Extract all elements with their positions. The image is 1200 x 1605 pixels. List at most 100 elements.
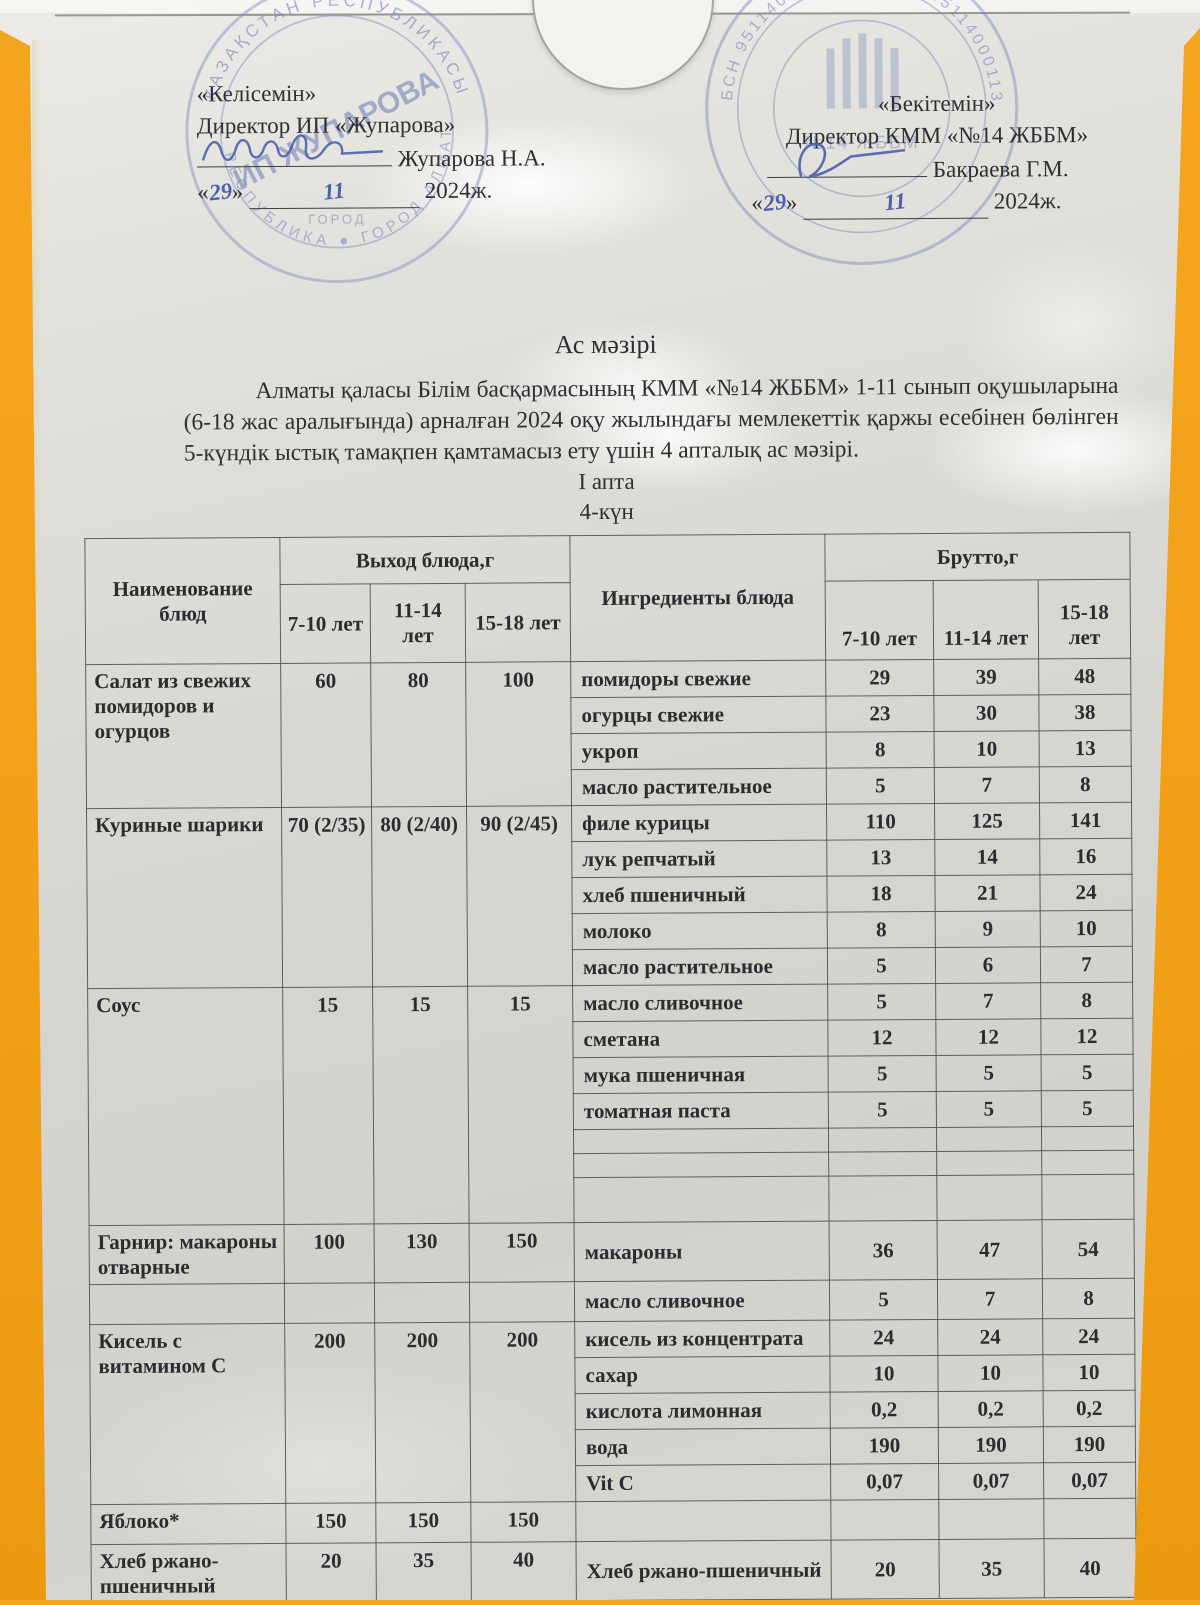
output-cell: 20 [286,1542,377,1600]
output-cell: 15 [282,986,375,1225]
brutto-cell: 24 [1039,874,1133,911]
dish-name-cell: Гарнир: макароны отварные [89,1224,285,1285]
brutto-cell [938,1498,1044,1540]
brutto-cell [936,1174,1043,1221]
brutto-cell: 13 [826,839,935,877]
dish-name-cell [89,1283,285,1325]
handwritten-day: 29 [761,188,788,217]
brutto-cell: 5 [936,1054,1042,1092]
dish-name-cell: Хлеб ржано-пшеничный [91,1543,287,1600]
ingredient-cell: масло растительное [571,768,827,806]
header-age-col: 11-14 лет [933,579,1039,660]
output-cell: 130 [374,1223,470,1283]
ingredient-cell: томатная паста [573,1092,829,1130]
brutto-cell: 47 [937,1219,1043,1280]
brutto-cell: 5 [827,947,936,985]
output-cell [284,1282,375,1324]
brutto-cell: 39 [933,658,1039,696]
brutto-cell: 8 [826,731,935,769]
brutto-cell: 12 [827,1019,937,1057]
brutto-cell [828,1175,938,1222]
brutto-cell: 0,2 [1043,1390,1136,1427]
ingredient-cell: вода [575,1428,831,1466]
brutto-cell: 6 [935,946,1041,984]
round-stamp-left-icon: ҚАЗАҚСТАН РЕСПУБЛИКАСЫ РЕСПУБЛИКА ● ГОРО… [176,0,489,284]
output-cell: 80 [370,662,467,807]
output-cell: 60 [280,662,372,808]
output-cell: 150 [375,1502,472,1543]
brutto-cell: 24 [1042,1318,1135,1355]
ingredient-cell: хлеб пшеничный [571,876,828,914]
approval-left-year: 2024ж. [424,177,493,204]
menu-table-body: Салат из свежих помидоров и огурцов 60 80 1… [85,658,1137,1600]
brutto-cell: 12 [1040,1018,1134,1055]
day-label: 4-күн [579,498,634,525]
brutto-cell [1043,1498,1136,1539]
brutto-cell: 110 [826,803,935,841]
approval-right-year: 2024ж. [993,188,1062,214]
table-row: масло сливочное 5 7 8 [89,1278,1135,1325]
output-cell: 80 (2/40) [371,806,468,987]
output-cell: 35 [376,1542,472,1600]
brutto-cell: 13 [1039,730,1132,767]
brutto-cell: 0,2 [830,1391,939,1429]
brutto-cell: 38 [1038,694,1132,731]
document-title: Ас мәзірі [554,329,657,360]
header-dish-name: Наименование блюд [84,537,281,665]
brutto-cell: 5 [829,1279,938,1321]
ingredient-cell: помидоры свежие [570,660,826,698]
output-cell: 150 [285,1502,377,1544]
handwritten-month: 11 [321,177,347,205]
dish-name-cell: Кисель с витамином С [89,1323,286,1505]
output-cell: 15 [467,985,575,1224]
svg-text:ГОРОД: ГОРОД [308,211,367,226]
output-cell: 70 (2/35) [281,806,373,988]
approval-header-area: ҚАЗАҚСТАН РЕСПУБЛИКАСЫ РЕСПУБЛИКА ● ГОРО… [81,0,1128,333]
header-age-col: 7-10 лет [280,583,371,664]
brutto-cell: 10 [829,1355,939,1393]
brutto-cell: 0,07 [1043,1462,1136,1499]
output-cell: 90 (2/45) [466,805,573,987]
brutto-cell: 5 [826,767,935,805]
brutto-cell: 141 [1039,802,1132,839]
menu-table: Наименование блюд Выход блюда,г Ингредие… [84,532,1137,1600]
menu-table-header: Наименование блюд Выход блюда,г Ингредие… [84,532,1131,665]
brutto-cell: 7 [937,1278,1043,1320]
dish-name-cell: Соус [87,987,285,1226]
header-age-col: 15-18 лет [465,582,571,663]
brutto-cell: 190 [1043,1426,1136,1463]
brutto-cell: 10 [1042,1354,1136,1391]
brutto-cell: 5 [936,1090,1042,1128]
approval-left-name: Жупарова Н.А. [397,145,546,172]
brutto-cell: 24 [829,1319,938,1357]
header-age-col: 7-10 лет [825,580,934,661]
approval-block-left: «Келісемін» Директор ИП «Жупарова» Жупар… [197,76,628,210]
output-cell: 200 [469,1321,576,1503]
approval-left-date: «29» 11 2024ж. [197,174,627,210]
brutto-cell: 125 [934,802,1040,840]
ingredient-cell: Хлеб ржано-пшеничный [576,1540,832,1600]
output-cell: 15 [372,986,470,1224]
ingredient-cell: филе курицы [571,804,827,842]
approval-block-right: «Бекітемін» Директор КММ «№14 ЖББМ» Бакр… [737,87,1138,220]
ingredient-cell: масло растительное [572,948,828,986]
dish-name-cell: Яблоко* [90,1503,287,1545]
brutto-cell: 190 [938,1426,1044,1464]
handwritten-day: 29 [207,178,234,206]
handwritten-month: 11 [883,188,908,216]
output-cell [469,1281,575,1323]
brutto-cell: 36 [829,1220,938,1281]
ingredient-cell: макароны [574,1221,830,1282]
ingredient-cell: Vit C [575,1464,831,1502]
brutto-cell: 5 [1041,1054,1134,1091]
brutto-cell [828,1127,937,1153]
brutto-cell: 8 [1040,982,1133,1019]
ingredient-cell: сахар [574,1356,831,1394]
table-row: Гарнир: макароны отварные 100 130 150 макаро… [89,1219,1135,1285]
ingredient-cell [573,1152,829,1178]
brutto-cell: 40 [1043,1538,1137,1598]
ingredient-cell [575,1500,832,1542]
approval-right-agree: «Бекітемін» [877,90,996,117]
brutto-cell: 190 [830,1427,939,1465]
